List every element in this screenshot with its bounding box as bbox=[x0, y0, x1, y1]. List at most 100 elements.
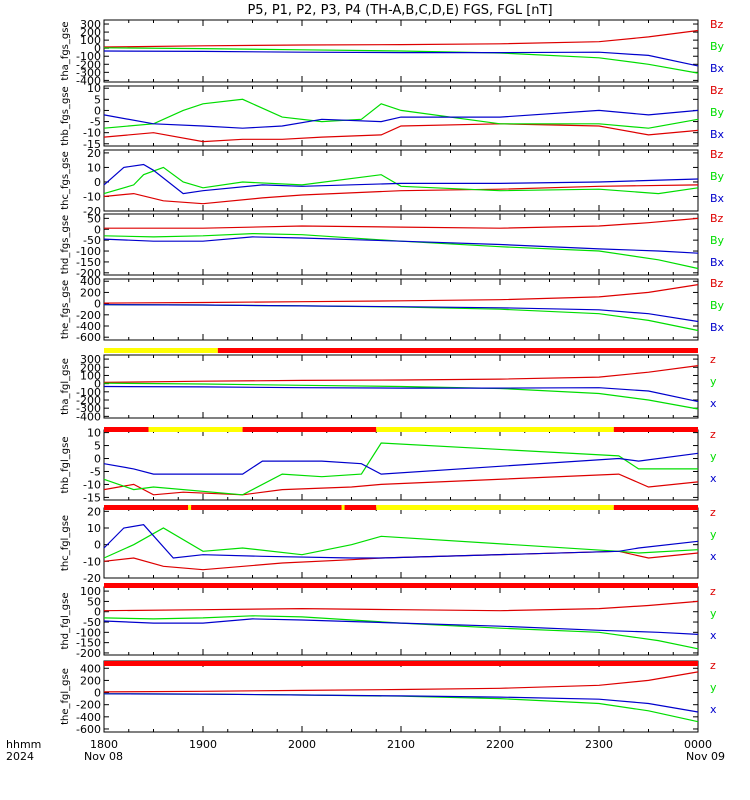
y-tick-label: 0 bbox=[94, 606, 101, 619]
panel-frame bbox=[103, 429, 699, 501]
legend-Bx: Bx bbox=[710, 321, 725, 334]
y-tick-label: -400 bbox=[76, 74, 101, 87]
series-line-By bbox=[103, 166, 699, 195]
series-line-y bbox=[103, 615, 699, 650]
series-line-x bbox=[103, 524, 699, 559]
mode-bar-segment bbox=[188, 505, 192, 510]
y-tick-label: 10 bbox=[87, 161, 101, 174]
series-line-x bbox=[103, 618, 699, 635]
y-axis-label: tha_fgl_gse bbox=[60, 358, 71, 415]
time-axis: hhmm 2024 Nov 08 Nov 09 1800 1900 2000 2100… bbox=[6, 738, 725, 763]
y-tick-label: -400 bbox=[76, 711, 101, 724]
series-line-Bx bbox=[103, 109, 699, 129]
series-line-Bz bbox=[103, 29, 699, 48]
y-tick-label: -200 bbox=[76, 647, 101, 660]
y-tick-label: 0 bbox=[94, 298, 101, 311]
legend-By: By bbox=[710, 106, 725, 119]
series-line-Bx bbox=[103, 163, 699, 195]
x-tick-label: 2300 bbox=[585, 738, 613, 751]
x-tick-label: 2100 bbox=[387, 738, 415, 751]
panel-thc_fgl_gse: 20 10 0 -10 -20 thc_fgl_gse zyx bbox=[60, 505, 717, 585]
mode-bar-segment bbox=[104, 661, 698, 666]
series-line-By bbox=[103, 304, 699, 332]
y-tick-label: 200 bbox=[80, 674, 101, 687]
y-axis-label: the_fgs_gse bbox=[60, 280, 71, 339]
series-line-Bz bbox=[103, 284, 699, 304]
legend-Bz: Bz bbox=[710, 212, 724, 225]
legend-y: y bbox=[710, 450, 717, 463]
series-line-Bz bbox=[103, 184, 699, 205]
y-tick-label: 5 bbox=[94, 440, 101, 453]
panel-frame bbox=[103, 85, 699, 147]
y-tick-label: -50 bbox=[83, 234, 101, 247]
y-tick-label: 200 bbox=[80, 361, 101, 374]
y-tick-label: 0 bbox=[94, 176, 101, 189]
panel-frame bbox=[103, 213, 699, 276]
time-axis-date-end: Nov 09 bbox=[686, 750, 725, 763]
legend-x: x bbox=[710, 703, 717, 716]
y-axis-label: thb_fgs_gse bbox=[60, 86, 71, 145]
x-tick-label: 1800 bbox=[90, 738, 118, 751]
y-tick-label: 0 bbox=[94, 378, 101, 391]
time-axis-label-hhmm: hhmm bbox=[6, 738, 41, 751]
series-line-x bbox=[103, 452, 699, 475]
y-tick-label: -10 bbox=[83, 190, 101, 203]
series-line-y bbox=[103, 693, 699, 723]
y-tick-label: -100 bbox=[76, 245, 101, 258]
mode-bar-segment bbox=[613, 427, 698, 432]
series-line-Bz bbox=[104, 217, 699, 229]
y-tick-label: 20 bbox=[87, 147, 101, 160]
series-line-Bx bbox=[103, 304, 699, 323]
y-tick-label: -10 bbox=[83, 127, 101, 140]
y-tick-label: 50 bbox=[87, 212, 101, 225]
y-axis-label: thb_fgl_gse bbox=[60, 437, 71, 494]
y-tick-label: 300 bbox=[80, 353, 101, 366]
y-tick-label: -150 bbox=[76, 637, 101, 650]
x-tick-label: 1900 bbox=[189, 738, 217, 751]
mode-bar-segment bbox=[242, 427, 377, 432]
legend-x: x bbox=[710, 629, 717, 642]
mode-bars bbox=[104, 348, 698, 666]
series-line-z bbox=[103, 671, 699, 693]
legend-Bz: Bz bbox=[710, 277, 724, 290]
panel-frame bbox=[103, 586, 699, 656]
series-line-By bbox=[103, 98, 699, 129]
series-line-By bbox=[103, 47, 699, 74]
legend-Bz: Bz bbox=[710, 148, 724, 161]
y-tick-label: 5 bbox=[94, 93, 101, 106]
y-tick-label: 200 bbox=[80, 286, 101, 299]
legend-y: y bbox=[710, 607, 717, 620]
y-tick-label: 100 bbox=[80, 369, 101, 382]
y-tick-label: -100 bbox=[76, 50, 101, 63]
x-tick-label: 2200 bbox=[486, 738, 514, 751]
y-tick-label: 0 bbox=[94, 453, 101, 466]
mode-bar-segment bbox=[217, 348, 698, 353]
y-tick-label: 10 bbox=[87, 82, 101, 95]
legend-z: z bbox=[710, 353, 716, 366]
y-tick-label: 100 bbox=[80, 585, 101, 598]
legend-y: y bbox=[710, 528, 717, 541]
y-tick-label: -200 bbox=[76, 58, 101, 71]
y-tick-label: -15 bbox=[83, 491, 101, 504]
series-line-y bbox=[103, 527, 699, 559]
legend-By: By bbox=[710, 170, 725, 183]
mode-bar-segment bbox=[191, 505, 342, 510]
mode-bar-segment bbox=[104, 427, 149, 432]
mode-bar-segment bbox=[376, 505, 614, 510]
legend-x: x bbox=[710, 550, 717, 563]
legend-By: By bbox=[710, 299, 725, 312]
mode-bar-segment bbox=[104, 583, 698, 588]
panel-frame bbox=[103, 149, 699, 212]
y-tick-label: -20 bbox=[83, 572, 101, 585]
y-tick-label: 20 bbox=[87, 505, 101, 518]
y-tick-label: -100 bbox=[76, 626, 101, 639]
y-tick-label: 300 bbox=[80, 18, 101, 31]
legend-Bx: Bx bbox=[710, 256, 725, 269]
y-tick-label: 0 bbox=[94, 539, 101, 552]
